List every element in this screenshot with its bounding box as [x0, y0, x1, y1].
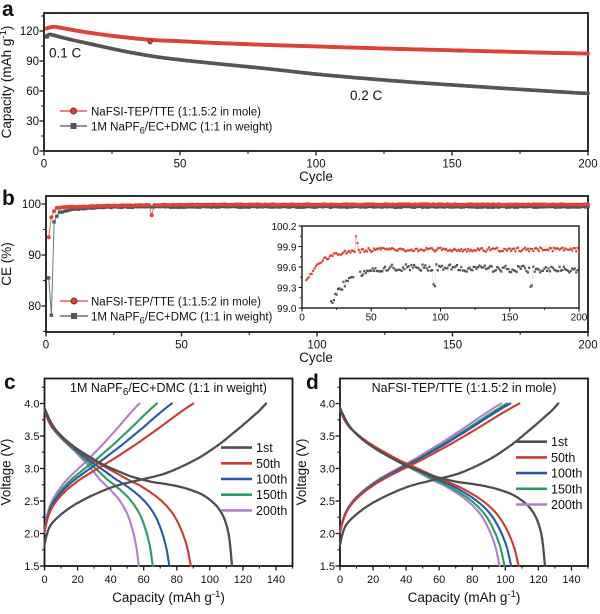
svg-text:99.9: 99.9: [277, 242, 297, 253]
svg-text:3.0: 3.0: [24, 463, 39, 475]
svg-text:NaFSI-TEP/TTE (1:1.5:2 in mole: NaFSI-TEP/TTE (1:1.5:2 in mole): [91, 107, 261, 119]
svg-text:0: 0: [41, 574, 47, 586]
svg-text:60: 60: [433, 574, 445, 586]
svg-text:2.0: 2.0: [24, 528, 39, 540]
svg-text:Capacity (mAh g-1): Capacity (mAh g-1): [112, 589, 225, 605]
svg-text:80: 80: [28, 301, 41, 313]
svg-text:99.6: 99.6: [277, 263, 297, 274]
svg-text:0.2 C: 0.2 C: [350, 88, 383, 103]
svg-text:100: 100: [307, 340, 326, 352]
svg-text:Cycle: Cycle: [299, 169, 333, 184]
svg-text:100: 100: [22, 199, 41, 211]
svg-text:4.0: 4.0: [320, 398, 335, 410]
svg-text:b: b: [2, 187, 15, 210]
svg-text:99.0: 99.0: [277, 304, 297, 315]
svg-text:3.5: 3.5: [320, 431, 335, 443]
svg-text:100: 100: [201, 574, 219, 586]
svg-text:50: 50: [174, 159, 187, 171]
svg-text:50th: 50th: [256, 457, 280, 471]
svg-text:90: 90: [26, 56, 39, 68]
svg-text:1st: 1st: [551, 435, 568, 449]
svg-text:Capacity (mAh g-1): Capacity (mAh g-1): [408, 589, 521, 605]
svg-text:Capacity (mAh g-1): Capacity (mAh g-1): [0, 26, 14, 139]
svg-text:NaFSI-TEP/TTE (1:1.5:2 in mole: NaFSI-TEP/TTE (1:1.5:2 in mole): [372, 381, 557, 395]
svg-text:Voltage (V): Voltage (V): [294, 439, 309, 506]
svg-text:200: 200: [571, 313, 588, 324]
svg-text:100: 100: [496, 574, 514, 586]
svg-text:50: 50: [366, 313, 378, 324]
svg-text:CE (%): CE (%): [0, 242, 14, 286]
svg-text:200: 200: [578, 159, 597, 171]
svg-text:0.1 C: 0.1 C: [49, 46, 82, 61]
svg-text:80: 80: [466, 574, 478, 586]
svg-text:200th: 200th: [551, 498, 582, 512]
svg-text:0: 0: [33, 146, 39, 158]
svg-text:90: 90: [28, 250, 41, 262]
svg-text:20: 20: [367, 574, 379, 586]
svg-text:150th: 150th: [256, 488, 287, 502]
svg-text:2.0: 2.0: [320, 528, 335, 540]
svg-text:140: 140: [267, 574, 285, 586]
svg-text:50: 50: [175, 340, 188, 352]
svg-text:0: 0: [299, 313, 305, 324]
svg-text:200: 200: [578, 340, 597, 352]
svg-text:20: 20: [71, 574, 83, 586]
svg-text:0: 0: [43, 340, 49, 352]
svg-text:100: 100: [432, 313, 449, 324]
svg-text:1st: 1st: [256, 441, 273, 455]
svg-text:2.5: 2.5: [320, 496, 335, 508]
svg-text:80: 80: [171, 574, 183, 586]
svg-text:1.5: 1.5: [320, 561, 335, 573]
svg-text:0: 0: [41, 159, 47, 171]
svg-text:3.5: 3.5: [24, 431, 39, 443]
svg-text:60: 60: [138, 574, 150, 586]
svg-text:150: 150: [501, 313, 518, 324]
svg-text:100.2: 100.2: [271, 222, 296, 233]
svg-text:40: 40: [400, 574, 412, 586]
svg-text:100: 100: [306, 159, 325, 171]
svg-text:0: 0: [337, 574, 343, 586]
svg-text:120: 120: [20, 26, 39, 38]
svg-text:140: 140: [562, 574, 580, 586]
svg-text:30: 30: [26, 116, 39, 128]
svg-text:1M NaPF6/EC+DMC (1:1 in weight: 1M NaPF6/EC+DMC (1:1 in weight): [91, 122, 273, 137]
svg-text:4.0: 4.0: [24, 398, 39, 410]
svg-text:120: 120: [234, 574, 252, 586]
svg-text:120: 120: [529, 574, 547, 586]
svg-text:50th: 50th: [551, 451, 575, 465]
svg-text:a: a: [2, 0, 14, 21]
svg-text:NaFSI-TEP/TTE (1:1.5:2 in mole: NaFSI-TEP/TTE (1:1.5:2 in mole): [91, 297, 261, 309]
svg-text:200th: 200th: [256, 504, 287, 518]
svg-text:99.3: 99.3: [277, 283, 297, 294]
svg-text:60: 60: [26, 86, 39, 98]
svg-text:100th: 100th: [551, 467, 582, 481]
svg-text:150: 150: [443, 340, 462, 352]
svg-text:Voltage (V): Voltage (V): [0, 439, 14, 506]
svg-text:c: c: [4, 371, 16, 394]
svg-text:1.5: 1.5: [24, 561, 39, 573]
svg-text:1M NaPF6/EC+DMC (1:1 in weight: 1M NaPF6/EC+DMC (1:1 in weight): [70, 381, 267, 398]
svg-text:150: 150: [442, 159, 461, 171]
svg-text:Cycle: Cycle: [299, 350, 333, 365]
svg-text:3.0: 3.0: [320, 463, 335, 475]
svg-text:d: d: [306, 371, 319, 394]
svg-text:2.5: 2.5: [24, 496, 39, 508]
svg-text:100th: 100th: [256, 473, 287, 487]
svg-text:150th: 150th: [551, 482, 582, 496]
svg-text:40: 40: [104, 574, 116, 586]
svg-text:1M NaPF6/EC+DMC (1:1 in weight: 1M NaPF6/EC+DMC (1:1 in weight): [91, 312, 273, 327]
